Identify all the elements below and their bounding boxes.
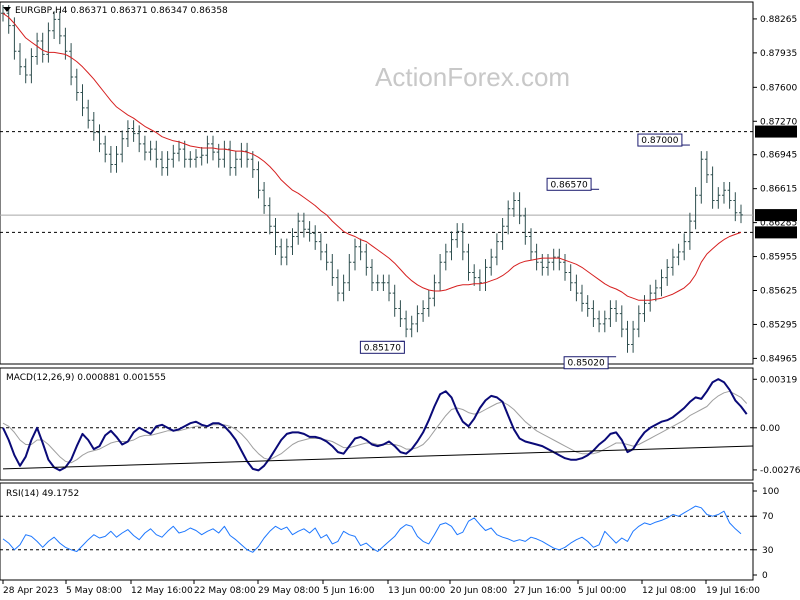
macd-axis-tick-label: 0.00319 bbox=[760, 375, 797, 385]
price-axis-tick-label: 0.85295 bbox=[760, 320, 797, 330]
rsi-axis-tick-label: 0 bbox=[762, 571, 768, 581]
price-level-tag bbox=[755, 209, 797, 222]
price-axis-tick-label: 0.88265 bbox=[760, 15, 797, 25]
price-axis-tick-label: 0.85955 bbox=[760, 253, 797, 263]
x-axis-tick-label: 29 May 08:00 bbox=[258, 586, 320, 596]
x-axis-tick-label: 27 Jun 16:00 bbox=[514, 586, 571, 596]
annotation-label: 0.85020 bbox=[567, 359, 604, 369]
price-axis-tick-label: 0.85625 bbox=[760, 287, 797, 297]
price-axis-tick-label: 0.84965 bbox=[760, 354, 797, 364]
x-axis-tick-label: 12 Jul 08:00 bbox=[642, 586, 696, 596]
rsi-axis-tick-label: 100 bbox=[762, 487, 779, 497]
chart-menu-icon[interactable] bbox=[3, 7, 11, 12]
price-panel-frame bbox=[0, 1, 754, 365]
price-axis-tick-label: 0.86615 bbox=[760, 185, 797, 195]
moving-average-line bbox=[2, 12, 742, 301]
x-axis-tick-label: 28 Apr 2023 bbox=[3, 586, 59, 596]
price-annotation-3: 0.87000 bbox=[637, 133, 690, 147]
annotation-box bbox=[637, 133, 683, 147]
x-axis-tick-label: 22 May 08:00 bbox=[194, 586, 256, 596]
x-axis-tick-label: 5 Jul 00:00 bbox=[578, 586, 627, 596]
watermark: ActionForex.com bbox=[375, 62, 570, 92]
rsi-axis-tick-label: 70 bbox=[762, 512, 774, 522]
annotation-box bbox=[563, 356, 609, 370]
macd-axis-tick-label: -0.002769 bbox=[760, 466, 800, 476]
annotation-label: 0.85170 bbox=[364, 343, 401, 353]
x-axis-tick-label: 19 Jul 16:00 bbox=[706, 586, 760, 596]
annotation-label: 0.86570 bbox=[550, 180, 587, 190]
price-axis-tick-label: 0.87600 bbox=[760, 83, 797, 93]
rsi-line bbox=[2, 505, 742, 553]
price-axis-tick-label: 0.87935 bbox=[760, 49, 797, 59]
price-level-tag-label: 0.87170 bbox=[757, 128, 794, 138]
x-axis-tick-label: 5 May 08:00 bbox=[66, 586, 122, 596]
price-level-tag-label: 0.86358 bbox=[757, 211, 794, 221]
x-axis-tick-label: 13 Jun 00:00 bbox=[388, 586, 445, 596]
x-axis-tick-label: 5 Jun 16:00 bbox=[323, 586, 375, 596]
price-level-tag-label: 0.86190 bbox=[757, 228, 794, 238]
macd-axis-tick-label: 0.00 bbox=[760, 424, 780, 434]
rsi-panel-frame bbox=[0, 482, 754, 581]
rsi-panel-header: RSI(14) 49.1752 bbox=[6, 489, 79, 499]
price-axis-tick-label: 0.86945 bbox=[760, 151, 797, 161]
macd-trendline bbox=[2, 445, 754, 470]
price-axis-tick-label: 0.87270 bbox=[760, 117, 797, 127]
price-axis-tick-label: 0.86285 bbox=[760, 219, 797, 229]
rsi-axis-tick-label: 30 bbox=[762, 546, 774, 556]
price-annotation-0: 0.86570 bbox=[546, 177, 600, 191]
x-axis-tick-label: 20 Jun 08:00 bbox=[450, 586, 507, 596]
price-bars bbox=[1, 5, 743, 353]
annotation-box bbox=[546, 177, 592, 191]
price-level-tag bbox=[755, 226, 797, 239]
price-annotation-1: 0.85170 bbox=[359, 340, 405, 354]
annotation-label: 0.87000 bbox=[641, 136, 678, 146]
macd-line bbox=[2, 378, 748, 472]
price-annotation-2: 0.85020 bbox=[563, 356, 617, 370]
price-panel-header: EURGBP,H4 0.86371 0.86371 0.86347 0.8635… bbox=[15, 6, 228, 16]
annotation-box bbox=[359, 340, 405, 354]
macd-panel-frame bbox=[0, 367, 754, 481]
macd-panel-header: MACD(12,26,9) 0.000881 0.001555 bbox=[6, 373, 166, 383]
price-level-tag bbox=[755, 125, 797, 138]
x-axis-tick-label: 12 May 16:00 bbox=[131, 586, 193, 596]
